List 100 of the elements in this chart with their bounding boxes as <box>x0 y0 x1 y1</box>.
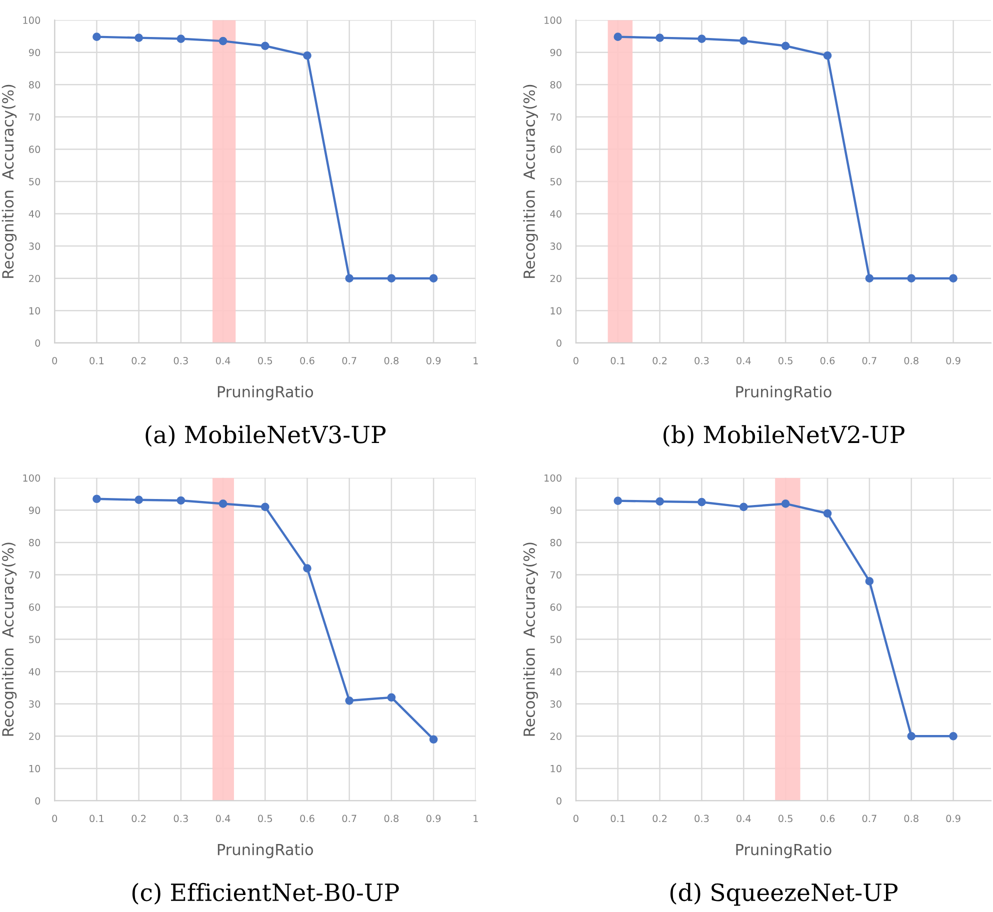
y-tick-label: 50 <box>29 636 40 644</box>
y-tick-label: 100 <box>544 474 562 482</box>
y-tick-label: 50 <box>29 178 40 186</box>
x-tick-label: 0 <box>52 814 58 822</box>
y-tick-label: 10 <box>550 764 562 772</box>
x-tick-label: 1 <box>474 814 478 822</box>
point <box>387 693 396 702</box>
point <box>218 36 228 46</box>
x-tick-label: 0 <box>52 356 58 364</box>
point <box>949 732 958 740</box>
x-tick-label: 0.5 <box>778 814 792 822</box>
x-tick-label: 0.2 <box>652 356 667 364</box>
y-tick-label: 80 <box>550 538 562 546</box>
y-tick-label: 100 <box>23 16 40 24</box>
x-tick-label: 0.8 <box>384 814 399 822</box>
y-tick-label: 40 <box>28 210 40 218</box>
x-tick-label: 0.4 <box>216 356 230 364</box>
point <box>739 36 748 45</box>
point <box>614 496 622 505</box>
point <box>176 34 186 43</box>
text: (d) SqueezeNet-UP <box>670 882 898 906</box>
x-tick-label: 1 <box>474 357 478 364</box>
y-tick-label: 50 <box>550 178 562 186</box>
x-tick-label: 0.1 <box>610 356 625 364</box>
x-tick-label: 0.7 <box>342 356 356 364</box>
point <box>656 497 664 506</box>
text: (b) MobileNetV2-UP <box>664 425 904 447</box>
x-tick-label: 0.5 <box>258 356 272 364</box>
point <box>134 34 143 42</box>
y-axis-title: Recognition Accuracy(%) <box>2 84 17 278</box>
y-tick-label: 80 <box>29 538 40 546</box>
y-tick-label: 60 <box>550 146 562 154</box>
x-tick-label: 0.7 <box>862 814 876 822</box>
x-tick-label: 0.1 <box>90 356 104 364</box>
point <box>698 498 706 506</box>
point <box>823 509 832 518</box>
y-tick-label: 20 <box>29 274 40 282</box>
x-axis-title: PruningRatio <box>736 386 832 400</box>
point <box>345 696 354 705</box>
y-axis-title: Recognition Accuracy(%) <box>523 542 538 736</box>
y-tick-label: 90 <box>28 506 40 514</box>
point <box>429 735 438 744</box>
x-axis-title: PruningRatio <box>736 843 832 858</box>
x-tick-label: 0.6 <box>300 356 314 364</box>
y-tick-label: 40 <box>550 210 562 218</box>
x-tick-label: 0.7 <box>342 814 356 822</box>
point <box>218 500 228 508</box>
x-tick-label: 0.8 <box>904 814 918 822</box>
y-axis-title: Recognition Accuracy(%) <box>523 84 538 278</box>
point <box>92 32 101 42</box>
x-tick-label: 0.6 <box>820 814 835 822</box>
point <box>739 502 748 512</box>
y-tick-label: 20 <box>550 274 562 282</box>
x-tick-label: 0.4 <box>736 814 751 822</box>
x-tick-label: 0.8 <box>904 356 918 364</box>
x-tick-label: 0.6 <box>300 814 314 822</box>
point <box>176 496 186 505</box>
text: (c) EfficientNet-B0-UP <box>132 882 399 905</box>
point <box>303 564 312 572</box>
x-tick-label: 0.3 <box>694 814 709 822</box>
x-tick-label: 0.5 <box>258 814 272 822</box>
point <box>134 496 143 504</box>
point <box>614 32 622 42</box>
y-tick-label: 0 <box>35 339 40 347</box>
point <box>781 500 790 508</box>
point <box>949 274 958 283</box>
x-tick-label: 0.7 <box>862 356 876 364</box>
x-axis-title: PruningRatio <box>218 386 314 400</box>
x-tick-label: 0.2 <box>132 356 146 364</box>
y-tick-label: 100 <box>544 16 562 24</box>
x-tick-label: 0 <box>573 814 578 822</box>
x-tick-label: 0.9 <box>426 814 441 822</box>
y-tick-label: 60 <box>29 604 40 611</box>
y-tick-label: 10 <box>29 764 40 772</box>
y-tick-label: 60 <box>29 146 40 154</box>
y-tick-label: 90 <box>550 506 562 514</box>
x-tick-label: 0.5 <box>778 356 792 364</box>
point <box>823 51 832 60</box>
y-tick-label: 60 <box>550 604 562 611</box>
y-tick-label: 10 <box>550 307 562 314</box>
point <box>345 274 354 283</box>
x-tick-label: 0.8 <box>384 356 399 364</box>
point <box>781 42 790 50</box>
y-tick-label: 0 <box>35 797 40 805</box>
y-tick-label: 40 <box>550 668 562 676</box>
point <box>260 502 270 512</box>
y-tick-label: 80 <box>29 81 40 88</box>
y-tick-label: 70 <box>550 571 562 579</box>
point <box>865 577 874 586</box>
text: (a) MobileNetV3-UP <box>146 425 386 447</box>
y-tick-label: 30 <box>29 700 40 708</box>
y-tick-label: 50 <box>550 636 562 644</box>
y-tick-label: 100 <box>23 474 40 482</box>
point <box>429 274 438 283</box>
y-tick-label: 90 <box>28 48 40 56</box>
x-axis-title: PruningRatio <box>218 843 314 858</box>
y-tick-label: 10 <box>29 307 40 314</box>
x-tick-label: 0.2 <box>652 814 667 822</box>
point <box>698 34 706 43</box>
y-tick-label: 30 <box>550 700 562 708</box>
